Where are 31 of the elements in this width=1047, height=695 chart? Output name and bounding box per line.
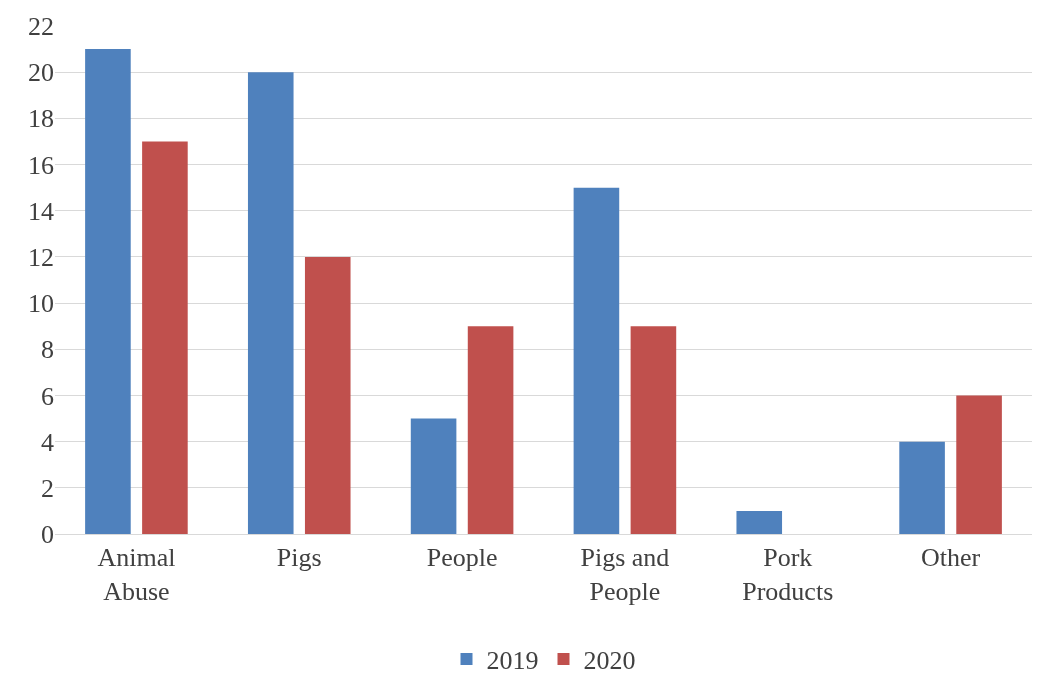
y-tick-label: 18	[28, 104, 54, 134]
x-tick-label: Pigs and People	[580, 543, 670, 606]
y-tick-label: 14	[28, 196, 54, 226]
bar	[956, 395, 1002, 534]
bar	[573, 187, 620, 534]
bar	[304, 256, 351, 534]
legend-label: 2019	[486, 646, 539, 676]
x-tick-label: Pork Products	[742, 543, 834, 606]
bar	[736, 510, 783, 534]
y-tick-label: 2	[41, 473, 54, 503]
y-tick-label: 12	[28, 243, 54, 273]
bar	[630, 326, 677, 534]
y-tick-label: 20	[28, 58, 54, 88]
y-tick-label: 22	[28, 12, 54, 42]
y-tick-label: 4	[41, 427, 54, 457]
y-tick-label: 8	[41, 335, 54, 365]
y-tick-label: 0	[41, 520, 54, 550]
bar	[85, 49, 131, 534]
bar	[467, 326, 514, 534]
x-tick-label: Pigs	[276, 543, 322, 573]
bar	[247, 72, 294, 534]
legend-label: 2020	[583, 646, 636, 676]
bar	[142, 141, 188, 534]
x-tick-label: Other	[920, 543, 981, 573]
x-tick-label: Animal Abuse	[97, 543, 176, 606]
bar	[410, 418, 457, 534]
x-tick-label: People	[426, 543, 498, 573]
y-tick-label: 6	[41, 381, 54, 411]
bar	[899, 441, 945, 534]
y-tick-label: 16	[28, 150, 54, 180]
y-tick-label: 10	[28, 289, 54, 319]
